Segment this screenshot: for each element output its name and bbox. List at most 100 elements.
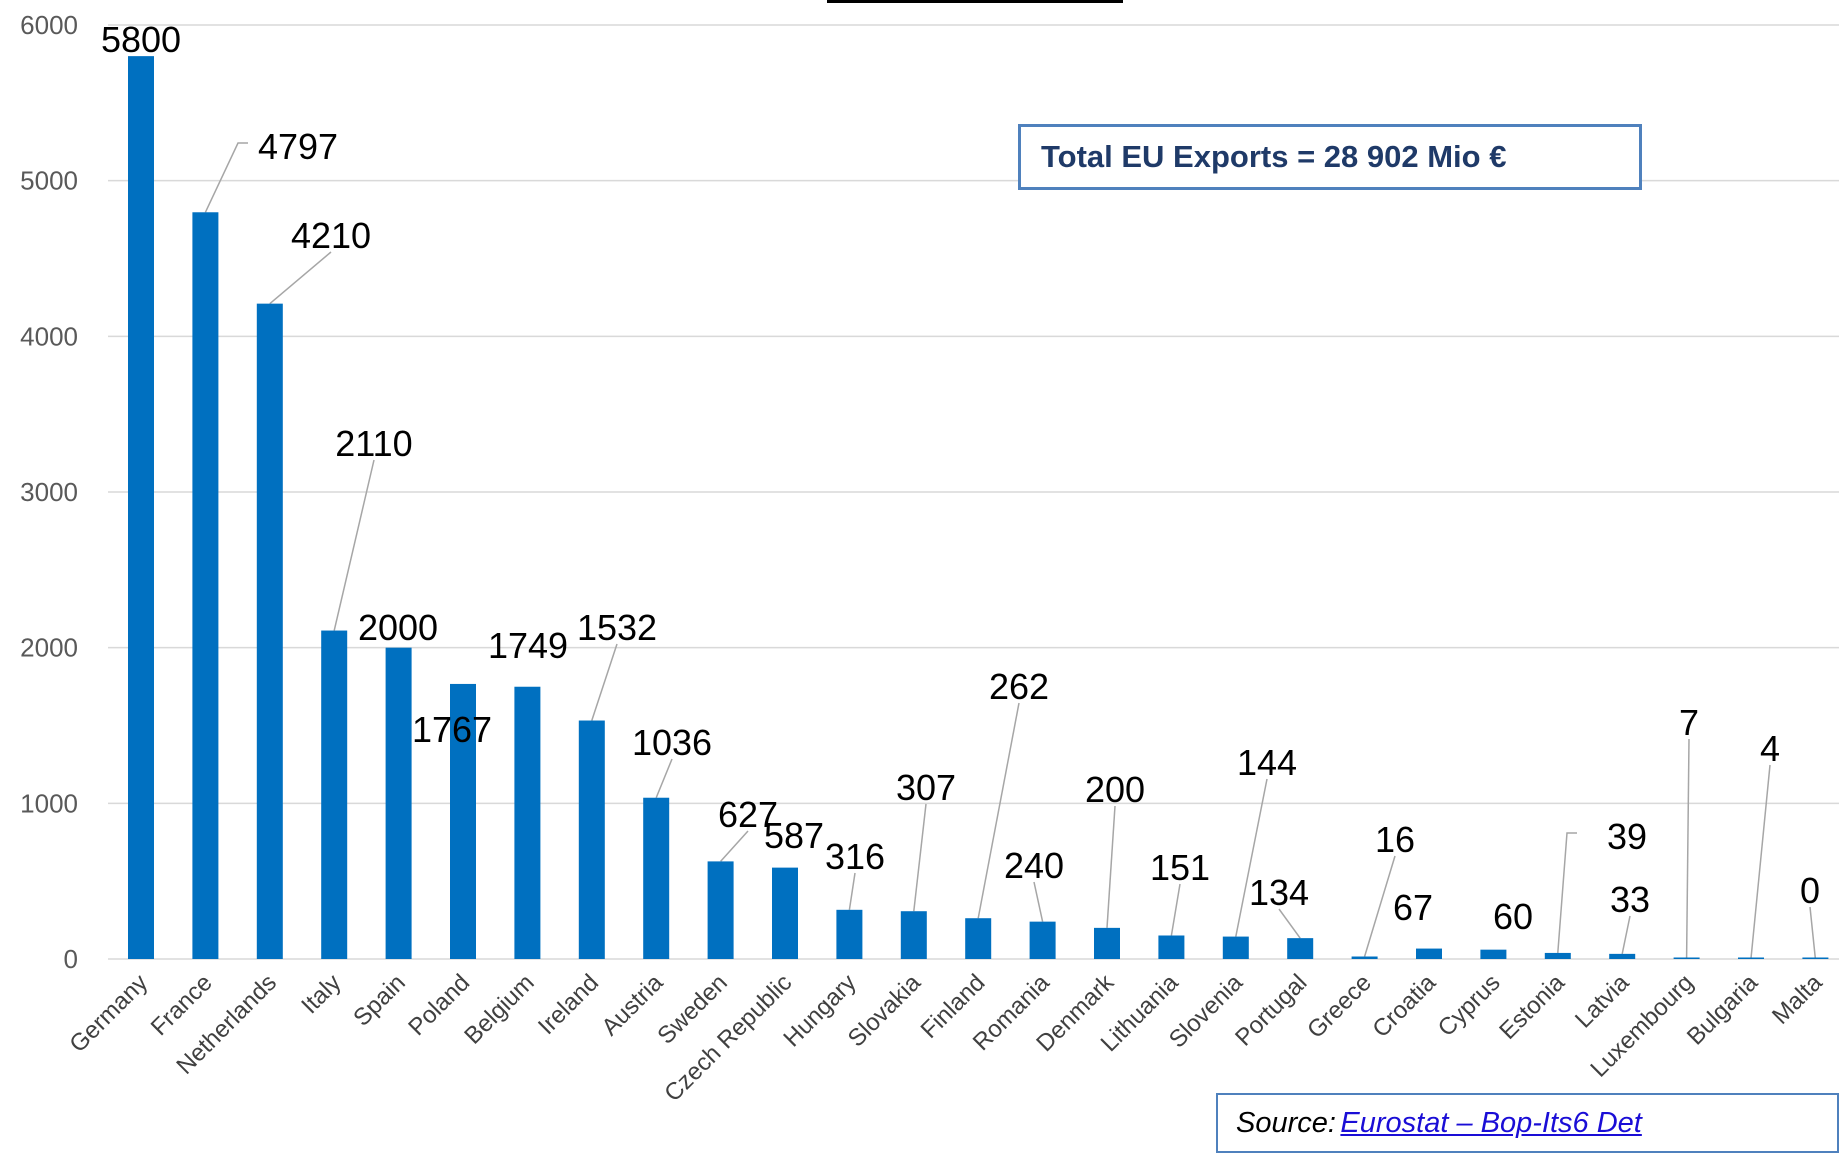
data-label: 587: [764, 815, 824, 856]
leader-line: [269, 251, 332, 305]
bar: [772, 867, 798, 959]
bar: [1544, 952, 1571, 959]
bar: [578, 720, 605, 959]
bar: [1609, 953, 1636, 959]
leader-line: [1106, 805, 1116, 928]
data-label: 1036: [632, 722, 712, 763]
y-tick-label: 2000: [20, 633, 78, 663]
data-label: 316: [825, 836, 885, 877]
chart-title-underline: [827, 0, 1123, 3]
x-tick-label: Bulgaria: [1682, 969, 1764, 1051]
bar: [1158, 935, 1185, 959]
data-label: 4210: [291, 215, 371, 256]
y-tick-label: 0: [64, 944, 78, 974]
leader-line: [977, 702, 1020, 919]
bar: [900, 911, 927, 959]
leader-line: [591, 643, 618, 721]
data-label: 39: [1607, 816, 1647, 857]
total-exports-text: Total EU Exports = 28 902 Mio €: [1041, 139, 1507, 174]
source-link[interactable]: Eurostat – Bop-Its6 Det: [1340, 1107, 1642, 1139]
leader-line: [655, 758, 673, 799]
leader-line: [1809, 906, 1817, 960]
label-leader-lines: [204, 142, 1817, 960]
bar: [321, 630, 348, 959]
bar: [192, 212, 219, 960]
data-label: 1532: [577, 607, 657, 648]
data-label: 144: [1237, 742, 1297, 783]
leader-line: [848, 872, 856, 910]
data-label: 200: [1085, 769, 1145, 810]
data-label: 67: [1393, 887, 1433, 928]
x-tick-label: Belgium: [459, 969, 539, 1049]
data-label: 2000: [358, 607, 438, 648]
leader-line: [1170, 883, 1181, 936]
bar: [1351, 956, 1378, 959]
bar: [1029, 921, 1056, 959]
leader-line: [204, 142, 248, 213]
data-label: 4797: [258, 126, 338, 167]
bar: [1094, 927, 1120, 959]
y-tick-label: 5000: [20, 166, 78, 196]
x-tick-label: Germany: [64, 969, 153, 1058]
x-tick-label: Spain: [348, 969, 411, 1032]
bar: [514, 686, 541, 959]
data-label: 151: [1150, 847, 1210, 888]
bar: [836, 909, 863, 959]
leader-line: [1033, 881, 1044, 922]
source-label: Source:: [1236, 1107, 1336, 1139]
bar: [1802, 957, 1829, 959]
y-tick-label: 1000: [20, 788, 78, 818]
bar: [1738, 957, 1764, 959]
x-tick-label: Estonia: [1494, 969, 1570, 1045]
data-label: 0: [1800, 870, 1820, 911]
bar: [1673, 957, 1700, 959]
data-label: 240: [1004, 845, 1064, 886]
data-label: 5800: [101, 19, 181, 60]
leader-line: [1557, 832, 1577, 953]
data-label: 307: [896, 767, 956, 808]
leader-line: [1621, 915, 1631, 955]
data-label: 7: [1679, 702, 1699, 743]
leader-line: [1363, 855, 1396, 957]
y-tick-label: 3000: [20, 477, 78, 507]
x-tick-label: Ireland: [533, 969, 604, 1040]
x-tick-label: Croatia: [1367, 969, 1441, 1043]
bar: [707, 861, 734, 959]
data-label: 134: [1249, 872, 1309, 913]
bar: [643, 797, 670, 959]
x-tick-label: Portugal: [1230, 969, 1312, 1051]
source-box: Source: Eurostat – Bop-Its6 Det: [1216, 1093, 1839, 1153]
leader-line: [1750, 764, 1771, 959]
bar: [965, 918, 992, 959]
leader-line: [720, 830, 749, 862]
leader-line: [1235, 778, 1268, 937]
data-label: 2110: [335, 423, 412, 464]
y-axis-ticks: 0 1000 2000 3000 4000 5000 6000: [20, 10, 78, 974]
leader-line: [913, 803, 927, 912]
total-exports-box: Total EU Exports = 28 902 Mio €: [1018, 124, 1642, 190]
leader-line: [333, 459, 375, 631]
data-label: 1767: [412, 709, 492, 750]
bar: [128, 56, 154, 959]
bar: [385, 647, 412, 959]
data-label: 4: [1760, 728, 1780, 769]
bars: [128, 56, 1829, 960]
bar: [1416, 948, 1442, 959]
x-tick-label: Italy: [296, 969, 346, 1019]
y-tick-label: 6000: [20, 10, 78, 40]
leader-line: [1685, 738, 1690, 958]
bar: [256, 303, 283, 960]
data-label: 262: [989, 666, 1049, 707]
data-label: 33: [1610, 879, 1650, 920]
x-tick-label: Malta: [1767, 969, 1828, 1030]
bar: [1287, 938, 1314, 959]
data-label: 627: [718, 794, 778, 835]
bar: [1480, 949, 1507, 959]
x-tick-label: Slovakia: [843, 969, 927, 1053]
leader-line: [1278, 908, 1301, 939]
bar: [450, 683, 476, 959]
bar: [1222, 936, 1249, 959]
